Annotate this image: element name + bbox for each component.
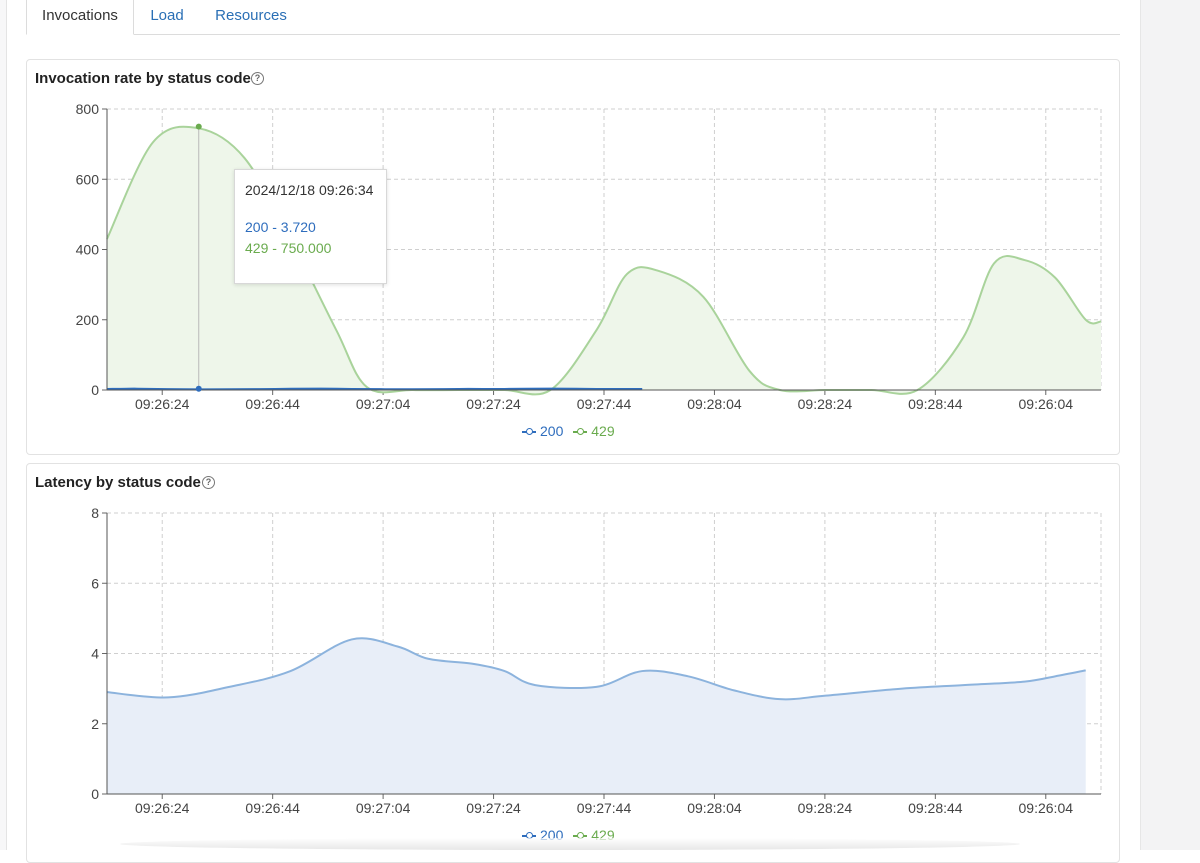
y-tick-label: 0 bbox=[91, 786, 99, 802]
x-tick-label: 09:27:24 bbox=[466, 396, 521, 412]
x-tick-label: 09:26:24 bbox=[135, 396, 190, 412]
x-tick-label: 09:26:04 bbox=[1019, 800, 1074, 816]
tab-bar: Invocations Load Resources bbox=[26, 0, 1120, 35]
legend-item-200[interactable]: 200 bbox=[522, 423, 563, 439]
y-tick-label: 6 bbox=[91, 575, 99, 591]
x-tick-label: 09:28:24 bbox=[798, 800, 853, 816]
x-tick-label: 09:28:44 bbox=[908, 800, 963, 816]
tab-invocations[interactable]: Invocations bbox=[26, 0, 134, 35]
x-tick-label: 09:26:44 bbox=[245, 396, 300, 412]
y-tick-label: 200 bbox=[76, 312, 100, 328]
hover-point-200 bbox=[195, 385, 202, 392]
x-tick-label: 09:27:44 bbox=[577, 396, 632, 412]
y-tick-label: 400 bbox=[76, 242, 100, 258]
tooltip-date: 2024/12/18 09:26:34 bbox=[245, 182, 374, 198]
question-circle-icon[interactable]: ? bbox=[202, 476, 215, 489]
x-tick-label: 09:27:04 bbox=[356, 800, 411, 816]
bottom-shadow bbox=[120, 838, 1020, 850]
invocation-rate-panel: Invocation rate by status code ? 0 200 400… bbox=[26, 59, 1120, 455]
invocation-rate-legend: 200 429 bbox=[522, 423, 621, 439]
hover-point-429 bbox=[195, 123, 202, 130]
x-tick-label: 09:26:24 bbox=[135, 800, 190, 816]
tooltip-line-200: 200 - 3.720 bbox=[245, 219, 316, 235]
y-tick-label: 2 bbox=[91, 716, 99, 732]
series-429-area bbox=[107, 126, 1101, 395]
tab-load[interactable]: Load bbox=[150, 7, 184, 24]
tab-resources[interactable]: Resources bbox=[215, 7, 287, 24]
series-200-line[interactable] bbox=[106, 637, 1086, 701]
tooltip-line-429: 429 - 750.000 bbox=[245, 240, 332, 256]
latency-chart: 0 2 4 6 8 09:26:24 09:26:44 09:27:04 09:27:24 09:… bbox=[91, 505, 1102, 816]
right-gutter bbox=[1140, 0, 1200, 850]
x-tick-label: 09:27:24 bbox=[466, 800, 521, 816]
question-circle-icon[interactable]: ? bbox=[251, 72, 264, 85]
series-200-area bbox=[107, 638, 1086, 794]
x-tick-label: 09:26:44 bbox=[245, 800, 300, 816]
x-tick-label: 09:28:24 bbox=[798, 396, 853, 412]
x-tick-label: 09:27:44 bbox=[577, 800, 632, 816]
legend-item-429[interactable]: 429 bbox=[573, 423, 615, 439]
chart-tooltip: 2024/12/18 09:26:34 200 - 3.720 429 - 75… bbox=[234, 169, 387, 284]
y-tick-label: 800 bbox=[76, 101, 100, 117]
series-200-line[interactable] bbox=[106, 387, 643, 391]
y-tick-label: 8 bbox=[91, 505, 99, 521]
latency-panel: Latency by status code ? 0 2 4 6 8 09:26:24 09… bbox=[26, 463, 1120, 863]
latency-title: Latency by status code bbox=[35, 474, 201, 491]
x-tick-label: 09:27:04 bbox=[356, 396, 411, 412]
left-edge bbox=[0, 0, 7, 850]
x-tick-label: 09:28:04 bbox=[687, 800, 742, 816]
y-tick-label: 600 bbox=[76, 171, 100, 187]
legend-label-429: 429 bbox=[591, 423, 615, 439]
legend-label-200: 200 bbox=[540, 423, 564, 439]
x-tick-label: 09:28:04 bbox=[687, 396, 742, 412]
invocation-rate-chart: 0 200 400 600 800 09:26:24 09:26:44 09:27:04 09:… bbox=[76, 101, 1102, 412]
y-tick-label: 4 bbox=[91, 646, 99, 662]
x-tick-label: 09:28:44 bbox=[908, 396, 963, 412]
y-tick-label: 0 bbox=[91, 382, 99, 398]
invocation-rate-title: Invocation rate by status code bbox=[35, 70, 251, 87]
x-tick-label: 09:26:04 bbox=[1019, 396, 1074, 412]
